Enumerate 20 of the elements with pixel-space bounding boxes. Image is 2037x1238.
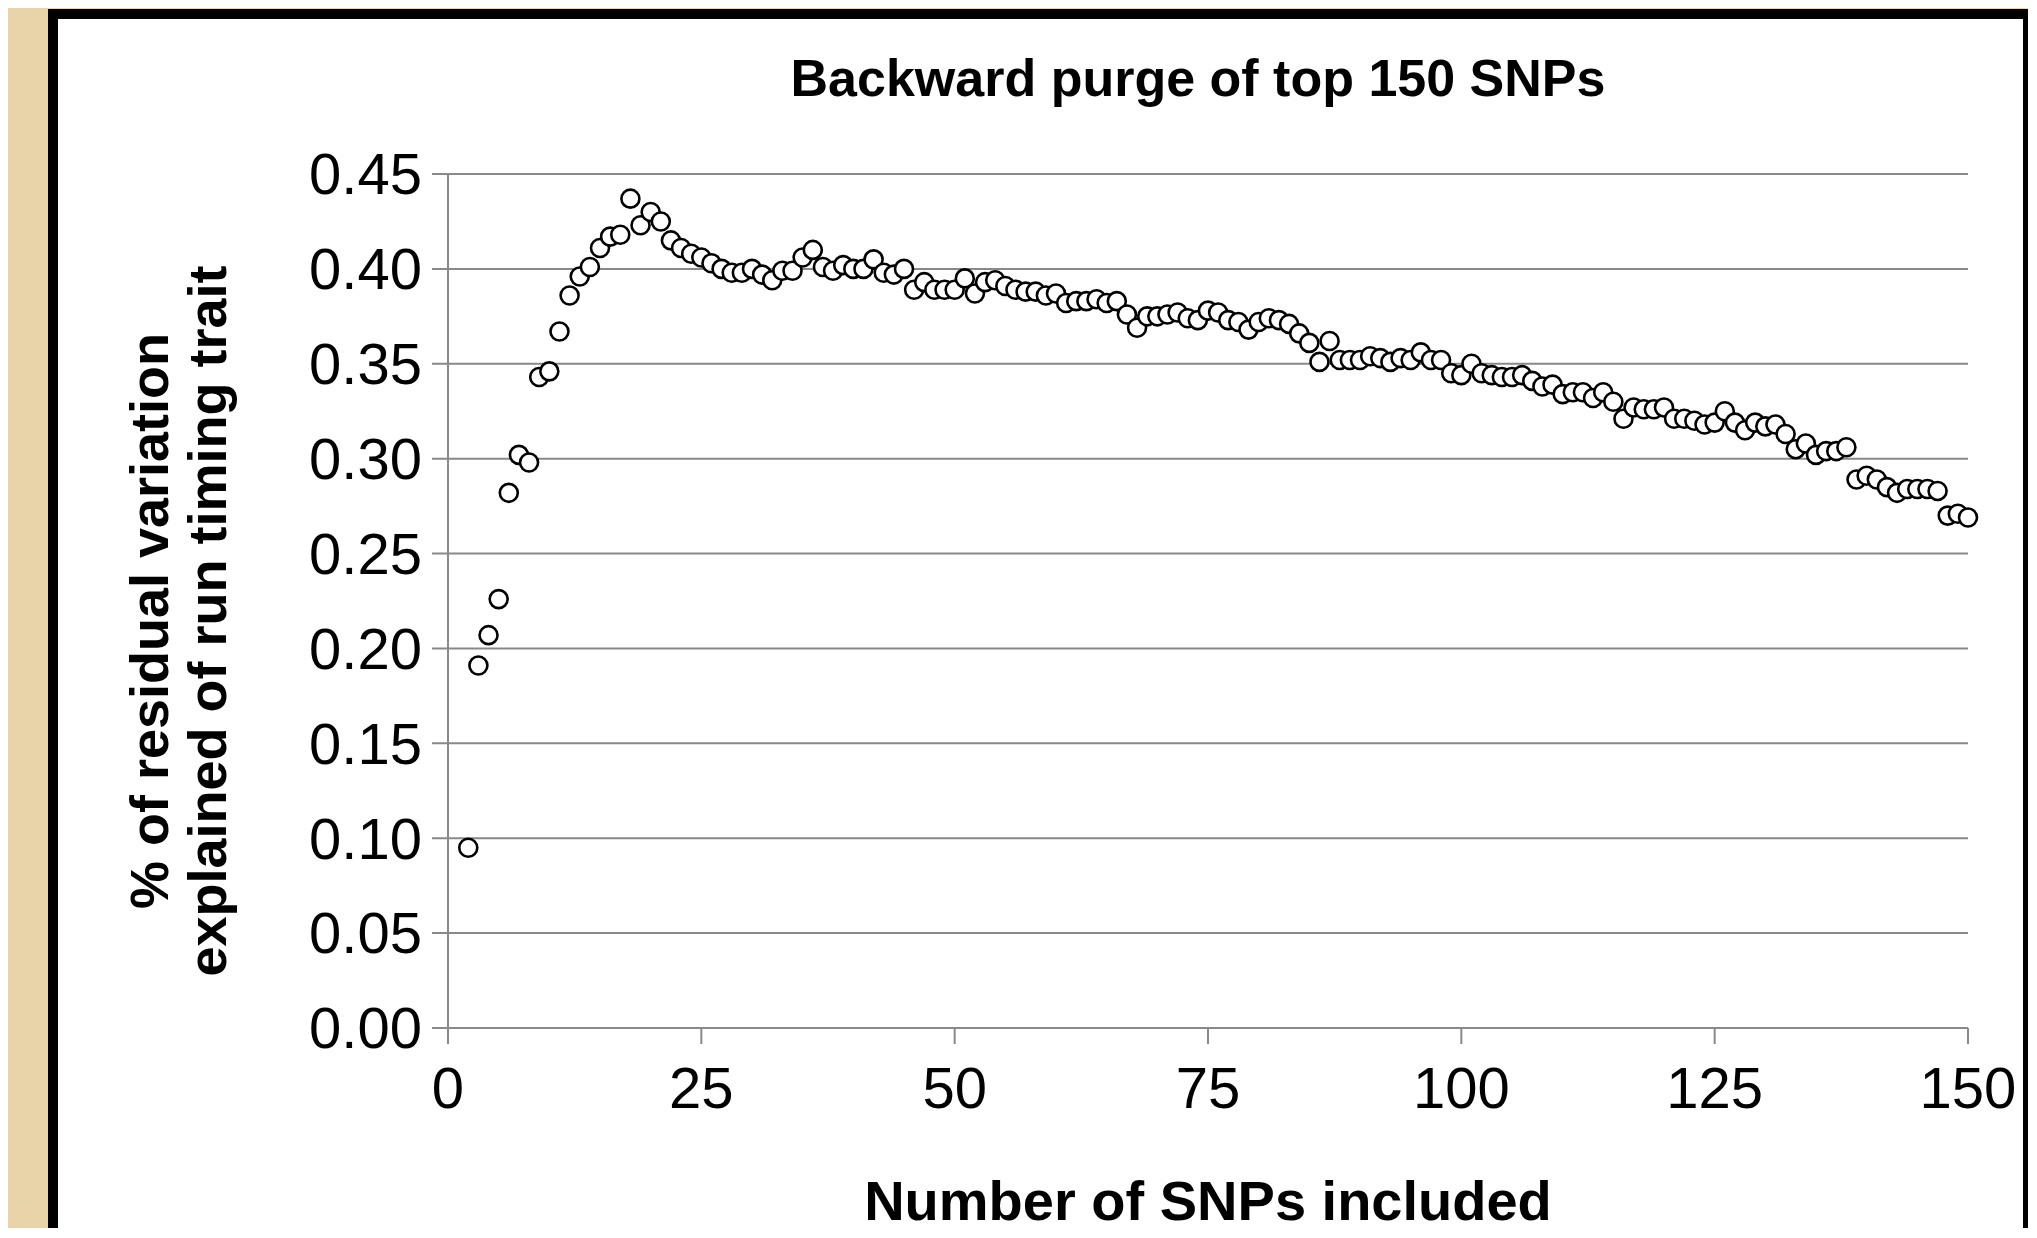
y-tick-label: 0.05 — [309, 900, 422, 966]
y-tick-label: 0.25 — [309, 520, 422, 586]
x-tick-label: 150 — [1919, 1055, 2017, 1120]
y-axis-title: % of residual variation explained of run timing trait — [119, 265, 237, 977]
y-tick-label: 0.40 — [309, 236, 422, 302]
y-tick-label: 0.20 — [309, 615, 422, 681]
x-tick-label: 75 — [1175, 1055, 1241, 1120]
y-tick-label: 0.00 — [309, 995, 422, 1061]
y-tick-label: 0.30 — [309, 425, 422, 491]
x-tick-label: 0 — [431, 1055, 465, 1120]
y-tick-label: 0.15 — [309, 710, 422, 776]
y-tick-label: 0.35 — [309, 331, 422, 397]
x-tick-label: 50 — [922, 1055, 987, 1120]
x-tick-label: 25 — [669, 1055, 734, 1120]
x-axis-title: Number of SNPs included — [864, 1169, 1552, 1232]
x-tick-label: 125 — [1666, 1055, 1764, 1120]
x-tick-label: 100 — [1412, 1055, 1510, 1120]
chart-title: Backward purge of top 150 SNPs — [790, 49, 1606, 107]
y-tick-label: 0.10 — [309, 805, 422, 871]
y-tick-label: 0.45 — [309, 141, 422, 207]
